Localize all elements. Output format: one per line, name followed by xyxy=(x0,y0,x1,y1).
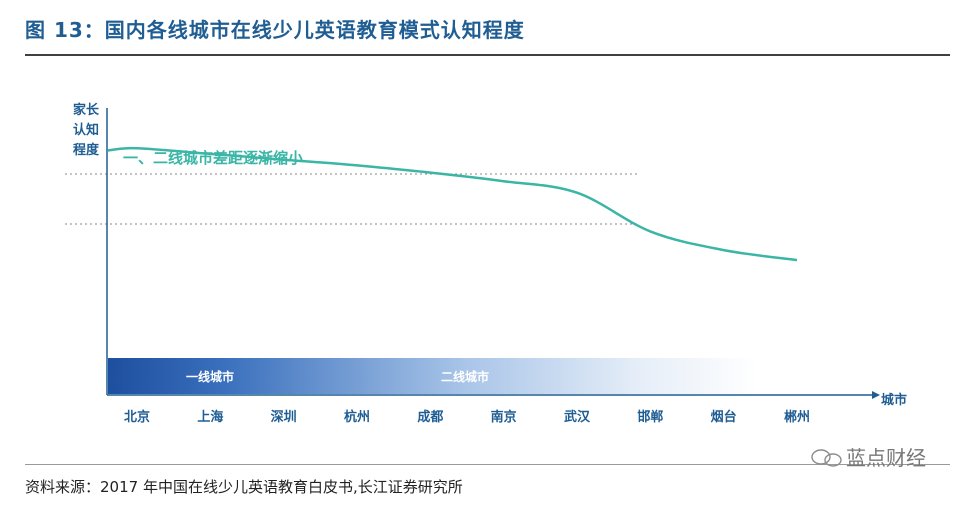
footer-divider xyxy=(25,464,950,465)
x-tick-labels: 北京 上海 深圳 杭州 成都 南京 武汉 邯郸 烟台 郴州 xyxy=(124,409,810,425)
city-tier-band xyxy=(108,358,758,394)
x-tick-label: 杭州 xyxy=(344,409,370,425)
x-tick-label: 邯郸 xyxy=(637,409,663,425)
band-label-tier2: 二线城市 xyxy=(441,369,489,384)
series-line xyxy=(107,146,798,262)
x-tick-label: 武汉 xyxy=(564,409,591,425)
chart-annotation: 一、二线城市差距逐渐缩小 xyxy=(123,149,303,167)
chat-bubble-icon xyxy=(811,449,842,467)
y-axis-label-line-1: 家长 xyxy=(73,102,100,118)
x-tick-label: 深圳 xyxy=(271,409,297,425)
watermark-text: 蓝点财经 xyxy=(846,446,926,470)
x-tick-label: 烟台 xyxy=(711,409,737,425)
y-axis-label-line-2: 认知 xyxy=(73,122,99,138)
title-divider xyxy=(25,54,950,56)
figure-title: 图 13：国内各线城市在线少儿英语教育模式认知程度 xyxy=(25,18,525,42)
y-axis-label-line-3: 程度 xyxy=(73,142,100,158)
x-tick-label: 郴州 xyxy=(784,410,810,425)
x-tick-label: 北京 xyxy=(124,409,150,425)
x-tick-label: 成都 xyxy=(417,409,443,425)
x-axis-arrow xyxy=(872,391,880,399)
watermark-logo: 蓝点财经 xyxy=(811,446,926,470)
x-tick-label: 上海 xyxy=(197,409,223,425)
source-note: 资料来源：2017 年中国在线少儿英语教育白皮书,长江证券研究所 xyxy=(25,478,463,496)
series-layer xyxy=(107,146,798,262)
x-axis-label: 城市 xyxy=(881,392,907,408)
band-label-tier1: 一线城市 xyxy=(186,369,234,384)
x-tick-label: 南京 xyxy=(491,409,517,425)
